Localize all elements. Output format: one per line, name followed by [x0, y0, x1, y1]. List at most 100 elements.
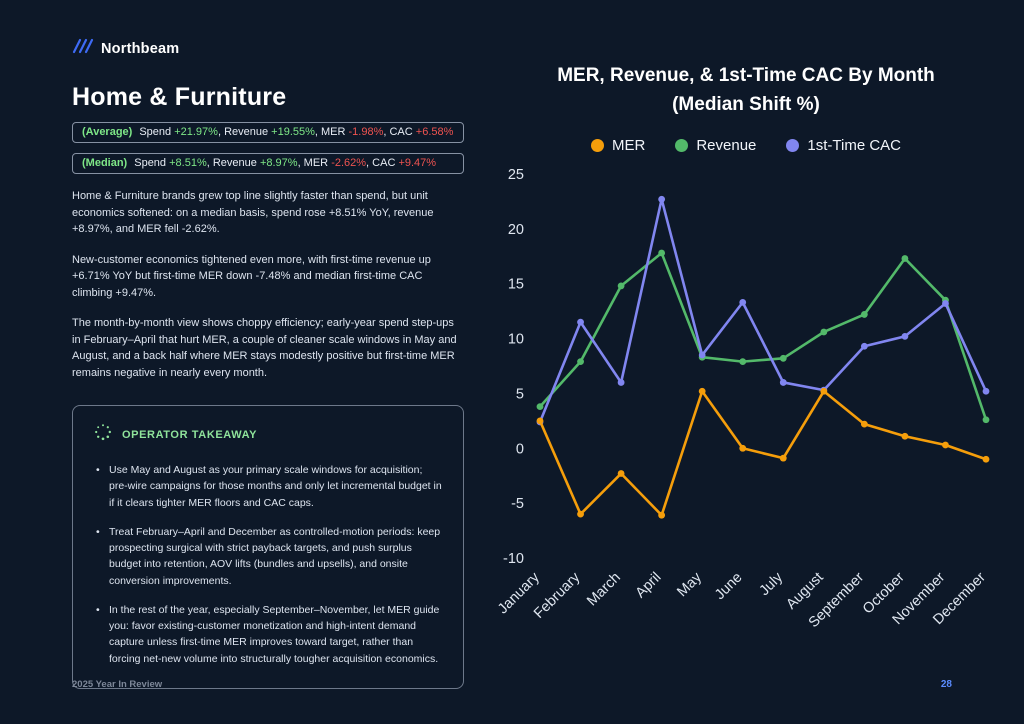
data-point: [779, 379, 787, 386]
data-point: [617, 470, 625, 477]
takeaway-list: Use May and August as your primary scale…: [93, 462, 443, 667]
x-axis-month-label: February: [531, 569, 584, 622]
data-point: [739, 444, 747, 452]
chart-title: MER, Revenue, & 1st-Time CAC By Month (M…: [478, 62, 1014, 119]
footer-report-name: 2025 Year In Review: [72, 679, 163, 690]
x-axis-month-label: May: [674, 569, 705, 600]
chart-section: MER, Revenue, & 1st-Time CAC By Month (M…: [478, 62, 1014, 670]
data-point: [658, 249, 666, 257]
page-title: Home & Furniture: [72, 83, 287, 111]
data-point: [658, 195, 666, 203]
footer-page-number: 28: [940, 679, 952, 690]
average-stats-label: (Average): [82, 126, 133, 138]
legend-dot-icon: [675, 139, 689, 152]
stat-segment: , CAC: [383, 126, 416, 138]
stat-segment: , CAC: [366, 157, 399, 169]
legend-dot-icon: [786, 139, 800, 152]
x-axis-month-label: June: [712, 570, 746, 604]
data-point: [617, 282, 625, 290]
y-axis-tick-label: 15: [508, 277, 524, 293]
data-point: [860, 311, 868, 318]
median-stats-label: (Median): [82, 157, 128, 169]
legend-dot-icon: [590, 139, 604, 152]
legend-item-mer: MER: [590, 137, 646, 154]
data-point: [698, 387, 706, 395]
left-column: Northbeam Home & Furniture (Average) Spen…: [72, 38, 464, 689]
y-axis-tick-label: 0: [516, 441, 524, 457]
brand: Northbeam: [72, 38, 464, 59]
x-axis-month-label: April: [633, 570, 665, 602]
data-point: [577, 358, 584, 366]
data-point: [901, 332, 909, 340]
stat-segment: +8.97%: [259, 157, 298, 169]
chart-title-line2: (Median Shift %): [672, 93, 820, 115]
stat-segment: -1.98%: [348, 126, 384, 138]
y-axis-tick-label: -10: [503, 551, 524, 567]
average-stats-values: Spend +21.97%, Revenue +19.55%, MER -1.9…: [139, 126, 453, 138]
stat-segment: +8.51%: [169, 157, 207, 169]
takeaway-header: OPERATOR TAKEAWAY: [93, 422, 443, 447]
y-axis-tick-label: -5: [511, 496, 524, 512]
data-point: [536, 417, 544, 425]
legend-label: 1st-Time CAC: [807, 137, 901, 154]
data-point: [942, 441, 949, 449]
stat-segment: +19.55%: [271, 126, 315, 138]
data-point: [739, 298, 747, 306]
legend-label: MER: [611, 137, 646, 154]
spiral-dots-icon: [93, 422, 113, 447]
y-axis-tick-label: 20: [508, 222, 524, 238]
stat-segment: , MER: [297, 157, 332, 169]
data-point: [942, 300, 949, 307]
chart-title-line1: MER, Revenue, & 1st-Time CAC By Month: [557, 65, 935, 86]
y-axis-tick-label: 10: [508, 332, 524, 348]
data-point: [698, 351, 706, 359]
median-stats-box: (Median) Spend +8.51%, Revenue +8.97%, ME…: [72, 153, 464, 174]
data-point: [536, 403, 544, 410]
median-stats-values: Spend +8.51%, Revenue +8.97%, MER -2.62%…: [134, 157, 436, 169]
stat-segment: +9.47%: [398, 157, 437, 169]
data-point: [982, 455, 990, 463]
takeaway-bullet: Use May and August as your primary scale…: [93, 462, 443, 511]
data-point: [658, 511, 666, 519]
data-point: [982, 387, 990, 395]
paragraph-2: New-customer economics tightened even mo…: [72, 253, 431, 299]
data-point: [617, 379, 625, 386]
stat-segment: , Revenue: [217, 126, 272, 138]
stat-segment: Spend: [139, 126, 175, 138]
data-point: [982, 416, 990, 424]
takeaway-bullet: Treat February–April and December as con…: [93, 524, 443, 589]
data-point: [820, 387, 828, 395]
stat-segment: , Revenue: [206, 157, 260, 169]
operator-takeaway-box: OPERATOR TAKEAWAY Use May and August as …: [72, 405, 464, 689]
data-point: [779, 354, 787, 362]
data-point: [860, 342, 868, 350]
legend-label: Revenue: [696, 137, 757, 154]
series-line-revenue: [538, 251, 988, 422]
series-line-1st-time-cac: [538, 197, 988, 424]
data-point: [820, 328, 828, 336]
x-axis-month-label: July: [757, 569, 787, 599]
legend-item-1st-time-cac: 1st-Time CAC: [786, 137, 901, 154]
data-point: [901, 255, 909, 262]
data-point: [739, 358, 747, 366]
chart-legend: MER Revenue 1st-Time CAC: [478, 137, 1014, 154]
legend-item-revenue: Revenue: [675, 137, 756, 154]
data-point: [779, 454, 787, 462]
paragraph-1: Home & Furniture brands grew top line sl…: [72, 190, 434, 235]
y-axis-tick-label: 25: [508, 167, 524, 183]
data-point: [860, 420, 868, 428]
stat-segment: -2.62%: [331, 157, 367, 169]
series-line-mer: [538, 389, 988, 517]
stat-segment: +21.97%: [174, 126, 218, 138]
stat-segment: , MER: [314, 126, 349, 138]
stat-segment: Spend: [134, 157, 170, 169]
y-axis-tick-label: 5: [516, 386, 524, 402]
brand-name: Northbeam: [101, 40, 180, 57]
data-point: [577, 510, 584, 518]
average-stats-box: (Average) Spend +21.97%, Revenue +19.55%,…: [72, 122, 464, 143]
data-point: [577, 318, 584, 326]
takeaway-bullet: In the rest of the year, especially Sept…: [93, 602, 443, 667]
stat-segment: +6.58%: [415, 126, 454, 138]
